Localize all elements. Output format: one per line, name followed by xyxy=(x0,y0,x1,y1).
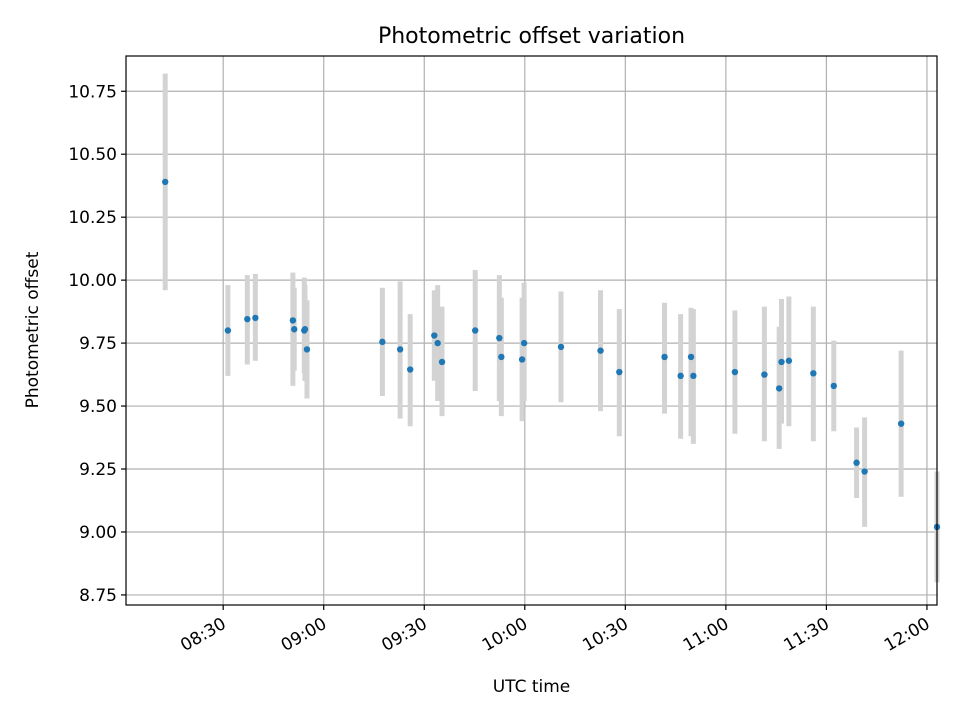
x-axis-label: UTC time xyxy=(493,677,571,697)
data-point xyxy=(498,353,505,361)
data-point xyxy=(434,339,441,347)
data-point xyxy=(690,372,697,380)
data-point xyxy=(616,368,623,376)
data-point xyxy=(471,327,479,334)
y-axis-ticks: 8.75 9.00 9.25 9.50 9.75 10.00 10.25 10.50 10.75 xyxy=(68,82,126,606)
data-point xyxy=(301,326,309,333)
data-point xyxy=(778,358,785,366)
data-point xyxy=(289,317,297,324)
data-point xyxy=(438,358,446,366)
y-axis-label: Photometric offset xyxy=(23,251,43,408)
y-tick-label: 9.00 xyxy=(79,523,117,543)
chart-title: Photometric offset variation xyxy=(378,24,685,49)
data-point xyxy=(518,356,526,363)
data-point xyxy=(496,334,503,342)
data-point xyxy=(557,343,565,351)
data-point xyxy=(677,372,684,380)
data-point xyxy=(162,178,169,186)
data-point xyxy=(897,420,905,427)
data-point xyxy=(431,332,438,339)
data-point xyxy=(252,314,259,322)
y-tick-label: 10.75 xyxy=(68,82,117,102)
data-points xyxy=(162,178,941,531)
y-tick-label: 10.00 xyxy=(68,271,117,291)
data-point xyxy=(244,315,251,323)
y-tick-label: 10.50 xyxy=(68,145,117,165)
data-point xyxy=(291,326,298,333)
data-point xyxy=(224,327,232,334)
data-point xyxy=(406,366,414,373)
data-point xyxy=(810,370,817,377)
data-point xyxy=(830,382,837,390)
data-point xyxy=(687,353,695,361)
data-point xyxy=(761,371,768,378)
data-point xyxy=(597,347,604,354)
data-point xyxy=(785,357,793,364)
data-point xyxy=(396,346,404,353)
data-point xyxy=(661,353,668,361)
data-point xyxy=(303,346,311,353)
data-point xyxy=(775,385,783,392)
data-point xyxy=(379,338,386,346)
data-point xyxy=(853,459,860,466)
y-tick-label: 9.75 xyxy=(79,334,117,354)
data-point xyxy=(731,368,739,376)
y-tick-label: 10.25 xyxy=(68,208,117,228)
data-point xyxy=(861,468,868,475)
data-point xyxy=(520,339,528,347)
y-tick-label: 9.50 xyxy=(79,397,117,417)
y-tick-label: 8.75 xyxy=(79,586,117,606)
y-tick-label: 9.25 xyxy=(79,460,117,480)
plot-frame xyxy=(125,55,938,606)
grid xyxy=(126,56,937,605)
